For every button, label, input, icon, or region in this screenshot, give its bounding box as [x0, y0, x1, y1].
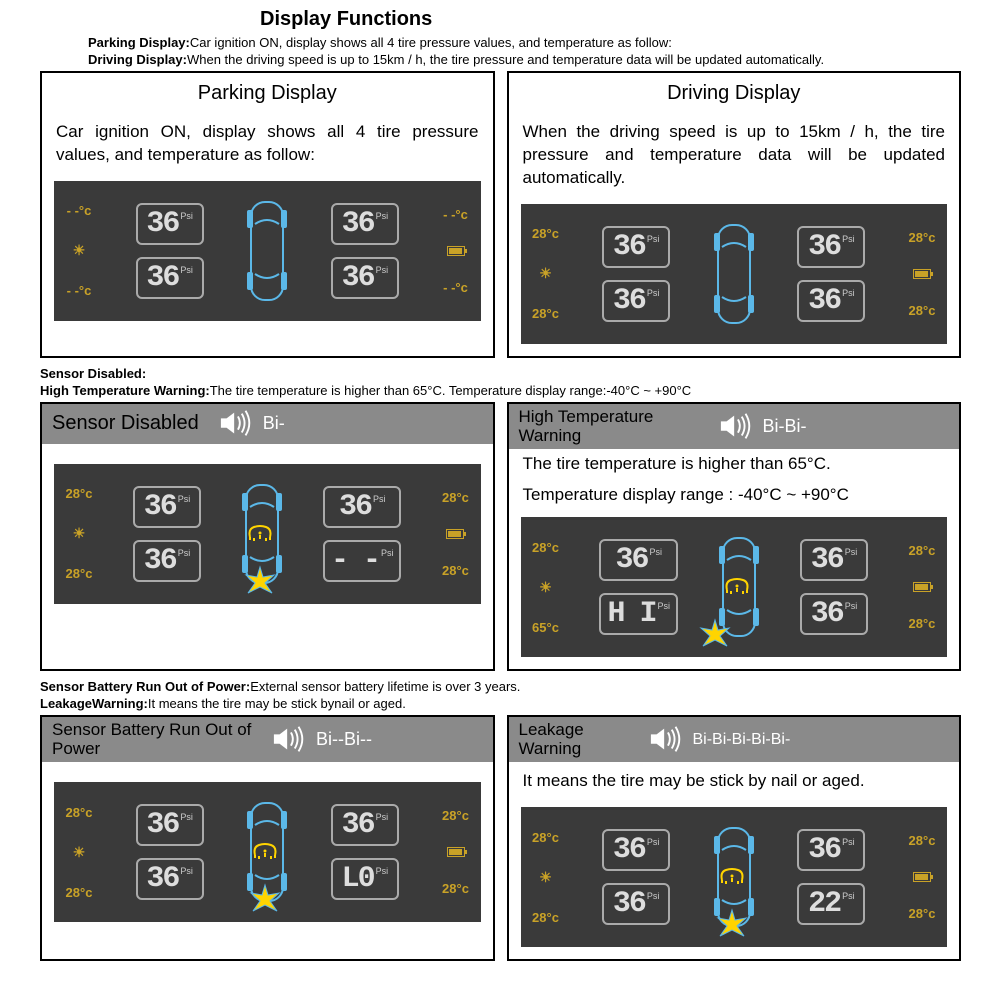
intro-line-5: Sensor Battery Run Out of Power:External…	[40, 679, 961, 694]
intro-line-2: Driving Display:When the driving speed i…	[88, 52, 961, 67]
intro-line-4: High Temperature Warning:The tire temper…	[40, 383, 961, 398]
intro-line-1: Parking Display:Car ignition ON, display…	[88, 35, 961, 50]
panel-high-temp: High Temperature WarningBi-Bi- The tire …	[507, 402, 962, 671]
lcd-display: 28°c☀28°c 36Psi 36Psi 36Psi L0Psi 28°c28…	[54, 782, 481, 922]
burst-icon	[242, 565, 278, 601]
lcd-display: 28°c☀28°c 36Psi 36Psi 36Psi 22Psi 28°c28…	[521, 807, 948, 947]
panel-battery: Sensor Battery Run Out of PowerBi--Bi-- …	[40, 715, 495, 961]
lcd-display: 28°c☀65°c 36Psi H IPsi 36Psi 36Psi 28°c2…	[521, 517, 948, 657]
panel-title: Driving Display	[667, 82, 800, 105]
panel-parking: Parking Display Car ignition ON, display…	[40, 71, 495, 358]
panel-sensor-disabled: Sensor DisabledBi- 28°c☀28°c 36Psi 36Psi…	[40, 402, 495, 671]
tpms-icon	[246, 523, 274, 543]
lcd-display: 28°c☀28°c 36Psi 36Psi 36Psi - -Psi 28°c2…	[54, 464, 481, 604]
panel-leakage: Leakage WarningBi-Bi-Bi-Bi-Bi- It means …	[507, 715, 962, 961]
panel-driving: Driving Display When the driving speed i…	[507, 71, 962, 358]
car-icon	[245, 196, 289, 306]
speaker-icon	[272, 726, 308, 754]
sun-icon: ☀	[73, 242, 86, 259]
lcd-display: 28°c☀28°c 36Psi 36Psi 36Psi 36Psi 28°c28…	[521, 204, 948, 344]
speaker-icon	[649, 726, 685, 754]
main-title: Display Functions	[260, 8, 961, 31]
speaker-icon	[719, 413, 755, 441]
speaker-icon	[219, 410, 255, 438]
battery-icon	[447, 246, 465, 256]
lcd-display: - -°c☀- -°c 36Psi 36Psi 36Psi 36Psi - -°…	[54, 181, 481, 321]
panel-desc: When the driving speed is up to 15km / h…	[509, 113, 960, 198]
intro-line-6: LeakageWarning:It means the tire may be …	[40, 696, 961, 711]
panel-title: Parking Display	[198, 82, 337, 105]
panel-desc: Car ignition ON, display shows all 4 tir…	[42, 113, 493, 175]
intro-line-3: Sensor Disabled:	[40, 366, 961, 381]
